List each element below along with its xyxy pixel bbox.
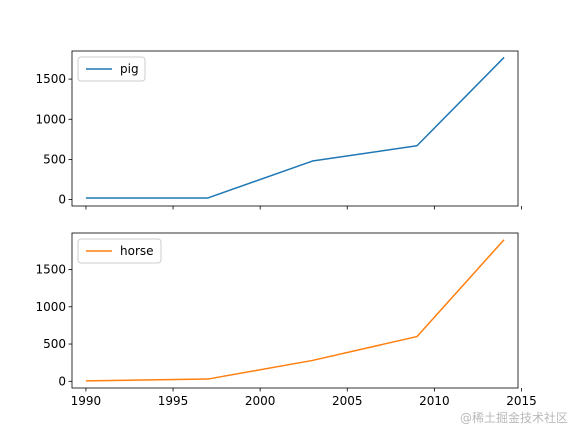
x-tick-label: 2005	[332, 394, 363, 408]
y-tick-label: 0	[58, 374, 66, 388]
legend-label: pig	[120, 62, 139, 76]
legend-box	[77, 238, 162, 264]
axes-frame	[71, 50, 519, 207]
axes-frame	[71, 232, 519, 389]
x-tick-label: 2010	[419, 394, 450, 408]
x-tick-label: 1995	[158, 394, 189, 408]
pig-subplot: 0 500 1000 1500 pig	[35, 50, 522, 210]
y-tick-label: 500	[43, 152, 66, 166]
x-tick-label: 2000	[245, 394, 276, 408]
y-tick-label: 1500	[35, 72, 66, 86]
horse-subplot: 0 500 1000 1500 1990 1995 2000 2005 2010 2015 hors…	[35, 232, 537, 408]
x-tick-label: 1990	[71, 394, 102, 408]
watermark-text: @稀土掘金技术社区	[459, 411, 568, 425]
y-tick-label: 500	[43, 337, 66, 351]
pig-series-line	[85, 56, 505, 199]
horse-series-line	[85, 239, 505, 382]
y-tick-label: 1000	[35, 300, 66, 314]
y-tick-label: 0	[58, 193, 66, 207]
y-tick-label: 1500	[35, 263, 66, 277]
legend-label: horse	[120, 244, 154, 258]
y-tick-label: 1000	[35, 112, 66, 126]
x-tick-label: 2015	[506, 394, 537, 408]
